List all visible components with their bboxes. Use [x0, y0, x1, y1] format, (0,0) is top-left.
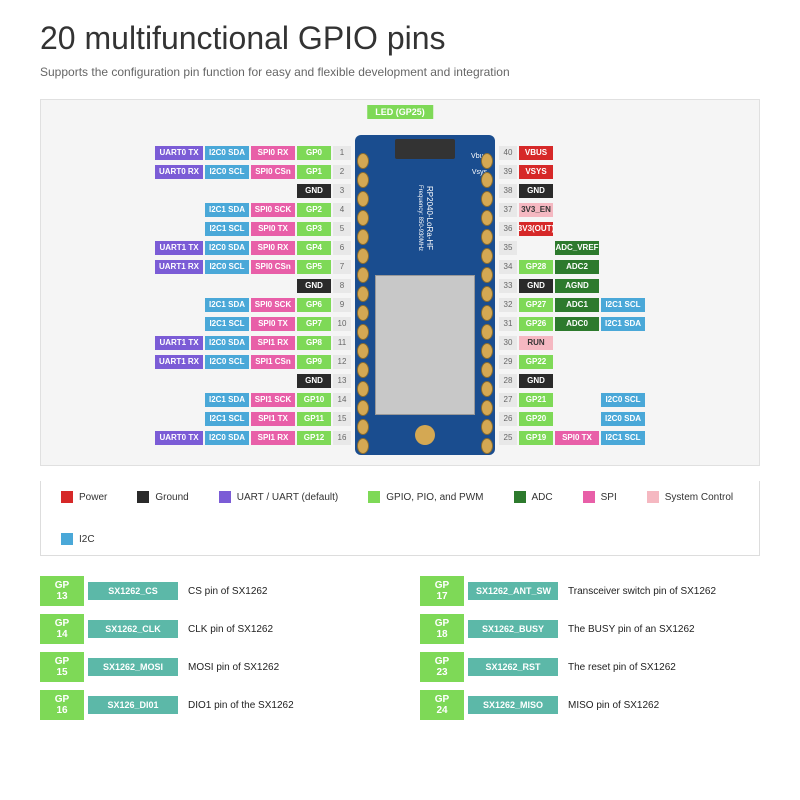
legend-item: System Control [647, 491, 733, 503]
sx-row: GP 15SX1262_MOSIMOSI pin of SX1262 [40, 652, 380, 682]
pin-row: GND28 [499, 373, 645, 389]
pin-row: GND8 [155, 278, 351, 294]
pin-row: I2C1 SDASPI0 SCKGP24 [155, 202, 351, 218]
left-pin-column: UART0 TXI2C0 SDASPI0 RXGP01 UART0 RXI2C0 … [155, 145, 351, 446]
pin-row: I2C1 SDAADC0GP2631 [499, 316, 645, 332]
pin-row: UART1 TXI2C0 SDASPI1 RXGP811 [155, 335, 351, 351]
sx-row: GP 24SX1262_MISOMISO pin of SX1262 [420, 690, 760, 720]
subtitle: Supports the configuration pin function … [40, 65, 760, 79]
legend: Power Ground UART / UART (default) GPIO, PI… [40, 481, 760, 556]
pin-row: I2C1 SCLADC1GP2732 [499, 297, 645, 313]
pin-row: VSYS39 [499, 164, 645, 180]
sx-row: GP 18SX1262_BUSYThe BUSY pin of an SX126… [420, 614, 760, 644]
legend-item: I2C [61, 533, 95, 545]
pin-row: UART0 TXI2C0 SDASPI1 RXGP1216 [155, 430, 351, 446]
pin-row: I2C1 SCLSPI0 TXGP1925 [499, 430, 645, 446]
pin-row: I2C0 SDAGP2026 [499, 411, 645, 427]
right-pin-column: VBUS40 VSYS39 GND38 3V3_EN37 3V3(OUT)36 ADC_V… [499, 145, 645, 446]
sx-pin-table: GP 13SX1262_CSCS pin of SX1262 GP 14SX126… [40, 576, 760, 720]
legend-item: Power [61, 491, 107, 503]
pin-row: I2C1 SDASPI1 SCKGP1014 [155, 392, 351, 408]
pin-row: UART0 RXI2C0 SCLSPI0 CSnGP12 [155, 164, 351, 180]
page-title: 20 multifunctional GPIO pins [40, 20, 760, 57]
pin-row: I2C1 SDASPI0 SCKGP69 [155, 297, 351, 313]
pin-row: UART1 RXI2C0 SCLSPI0 CSnGP57 [155, 259, 351, 275]
sx-row: GP 23SX1262_RSTThe reset pin of SX1262 [420, 652, 760, 682]
board-illustration: Vbus Vsys RP2040-LoRa-HFFrequency: 850-9… [355, 135, 495, 455]
pin-row: RUN30 [499, 335, 645, 351]
pin-row: I2C1 SCLSPI1 TXGP1115 [155, 411, 351, 427]
legend-item: GPIO, PIO, and PWM [368, 491, 483, 503]
pin-row: VBUS40 [499, 145, 645, 161]
pin-row: GND3 [155, 183, 351, 199]
legend-item: Ground [137, 491, 188, 503]
sx-row: GP 13SX1262_CSCS pin of SX1262 [40, 576, 380, 606]
pin-row: GP2229 [499, 354, 645, 370]
pinout-diagram: LED (GP25) UART0 TXI2C0 SDASPI0 RXGP01UA… [40, 99, 760, 466]
pin-row: UART1 TXI2C0 SDASPI0 RXGP46 [155, 240, 351, 256]
pin-row: GND38 [499, 183, 645, 199]
pin-row: ADC2GP2834 [499, 259, 645, 275]
sx-row: GP 16SX126_DI01DIO1 pin of the SX1262 [40, 690, 380, 720]
pin-row: 3V3(OUT)36 [499, 221, 645, 237]
pin-row: UART1 RXI2C0 SCLSPI1 CSnGP912 [155, 354, 351, 370]
pin-row: UART0 TXI2C0 SDASPI0 RXGP01 [155, 145, 351, 161]
sx-row: GP 14SX1262_CLKCLK pin of SX1262 [40, 614, 380, 644]
sx-row: GP 17SX1262_ANT_SWTransceiver switch pin… [420, 576, 760, 606]
legend-item: UART / UART (default) [219, 491, 339, 503]
led-label: LED (GP25) [367, 105, 433, 119]
legend-item: SPI [583, 491, 617, 503]
pin-row: ADC_VREF35 [499, 240, 645, 256]
pin-row: AGNDGND33 [499, 278, 645, 294]
pin-row: I2C0 SCLGP2127 [499, 392, 645, 408]
pin-row: I2C1 SCLSPI0 TXGP35 [155, 221, 351, 237]
legend-item: ADC [514, 491, 553, 503]
pin-row: 3V3_EN37 [499, 202, 645, 218]
pin-row: I2C1 SCLSPI0 TXGP710 [155, 316, 351, 332]
pin-row: GND13 [155, 373, 351, 389]
